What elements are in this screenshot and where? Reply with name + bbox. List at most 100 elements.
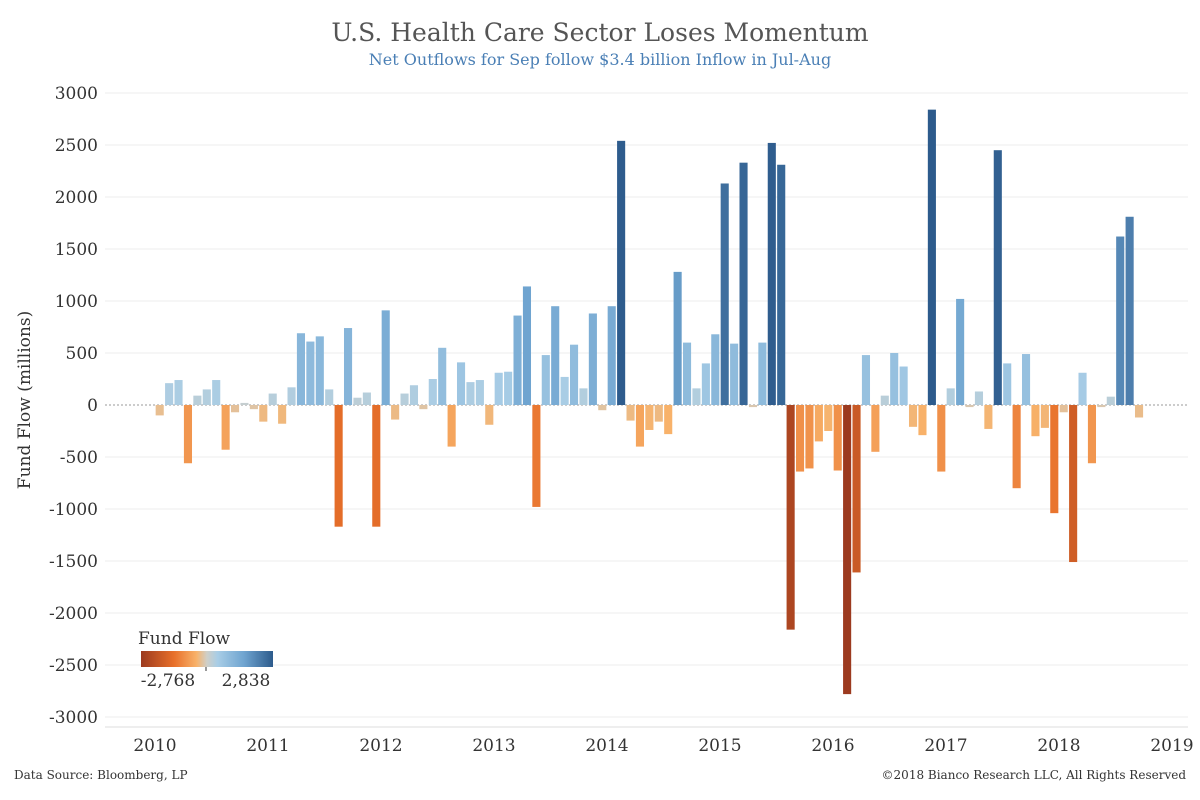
bar <box>673 271 682 405</box>
bar <box>814 405 823 442</box>
bar <box>937 405 946 472</box>
bar <box>475 380 484 405</box>
bar <box>786 405 795 630</box>
y-tick-label: -1000 <box>49 500 98 520</box>
bar <box>1031 405 1040 437</box>
y-tick-label: 1000 <box>55 292 98 312</box>
legend-color-bar <box>141 651 273 667</box>
chart-title: U.S. Health Care Sector Loses Momentum <box>331 18 869 47</box>
bar <box>711 334 720 405</box>
bar <box>325 389 334 405</box>
bar <box>730 343 739 405</box>
bar <box>843 405 852 695</box>
bar <box>494 372 503 405</box>
x-tick-label: 2013 <box>472 736 515 756</box>
bar <box>409 385 419 405</box>
bar <box>372 405 381 527</box>
bar <box>1078 372 1087 405</box>
bar <box>701 363 710 405</box>
bar <box>268 393 277 405</box>
bar <box>1106 396 1115 405</box>
bar <box>532 405 541 507</box>
bar <box>278 405 287 424</box>
legend-min-label: -2,768 <box>141 671 195 691</box>
bar <box>767 142 776 406</box>
y-tick-label: 500 <box>66 344 98 364</box>
bar <box>1003 363 1012 405</box>
y-tick-label: 0 <box>87 396 98 416</box>
bar <box>1125 216 1134 405</box>
x-tick-label: 2011 <box>246 736 289 756</box>
bar <box>824 405 833 431</box>
bar <box>1087 405 1097 464</box>
data-source-note: Data Source: Bloomberg, LP <box>14 768 188 782</box>
bar <box>522 286 532 405</box>
bar <box>155 405 164 416</box>
bar <box>221 405 230 450</box>
bar <box>805 405 814 469</box>
bar <box>795 405 805 472</box>
bar <box>551 306 560 405</box>
y-tick-label: -1500 <box>49 552 98 572</box>
bar <box>381 310 390 405</box>
bar <box>174 380 183 405</box>
bar <box>607 306 616 405</box>
bar <box>569 344 579 405</box>
bar <box>682 342 692 405</box>
bar <box>956 298 965 405</box>
bar <box>202 389 211 405</box>
x-tick-label: 2012 <box>359 736 402 756</box>
bar <box>918 405 927 436</box>
bar <box>758 342 767 405</box>
y-tick-label: -2000 <box>49 604 98 624</box>
bar <box>598 405 607 411</box>
bar <box>485 405 494 425</box>
bar <box>1134 405 1144 418</box>
bar <box>617 140 626 405</box>
bar <box>240 402 249 405</box>
bar <box>871 405 880 452</box>
bar <box>1021 354 1031 405</box>
bar <box>946 388 955 405</box>
bar <box>833 405 842 471</box>
color-legend: Fund Flow -2,768 2,838 <box>138 629 273 691</box>
bar <box>315 336 324 405</box>
x-tick-label: 2017 <box>924 736 967 756</box>
bar <box>466 382 475 405</box>
legend-max-label: 2,838 <box>222 671 271 691</box>
bar <box>1059 405 1068 413</box>
bar <box>504 371 513 405</box>
bar <box>1097 405 1106 408</box>
x-tick-label: 2018 <box>1037 736 1080 756</box>
bar <box>343 328 353 405</box>
bar <box>560 376 569 405</box>
y-tick-label: -2500 <box>49 656 98 676</box>
legend-title: Fund Flow <box>138 629 230 649</box>
x-tick-label: 2016 <box>811 736 854 756</box>
bar <box>965 405 974 408</box>
bar <box>984 405 993 429</box>
x-tick-label: 2010 <box>133 736 176 756</box>
bar <box>391 405 400 420</box>
bar <box>193 395 202 405</box>
bar <box>249 405 258 410</box>
bar <box>362 392 371 405</box>
bar <box>334 405 343 527</box>
bar <box>861 355 871 405</box>
bar <box>296 333 306 405</box>
bar <box>899 366 908 405</box>
copyright-note: ©2018 Bianco Research LLC, All Rights Re… <box>881 768 1186 782</box>
x-tick-label: 2019 <box>1150 736 1193 756</box>
bar <box>259 405 268 422</box>
bar <box>664 405 673 435</box>
bar <box>748 405 758 408</box>
bar <box>927 109 936 405</box>
y-tick-label: 2000 <box>55 188 98 208</box>
bar <box>852 405 861 573</box>
bar <box>428 379 437 405</box>
y-axis-label: Fund Flow (millions) <box>15 311 35 489</box>
bar <box>1040 405 1049 428</box>
bar <box>880 395 889 405</box>
